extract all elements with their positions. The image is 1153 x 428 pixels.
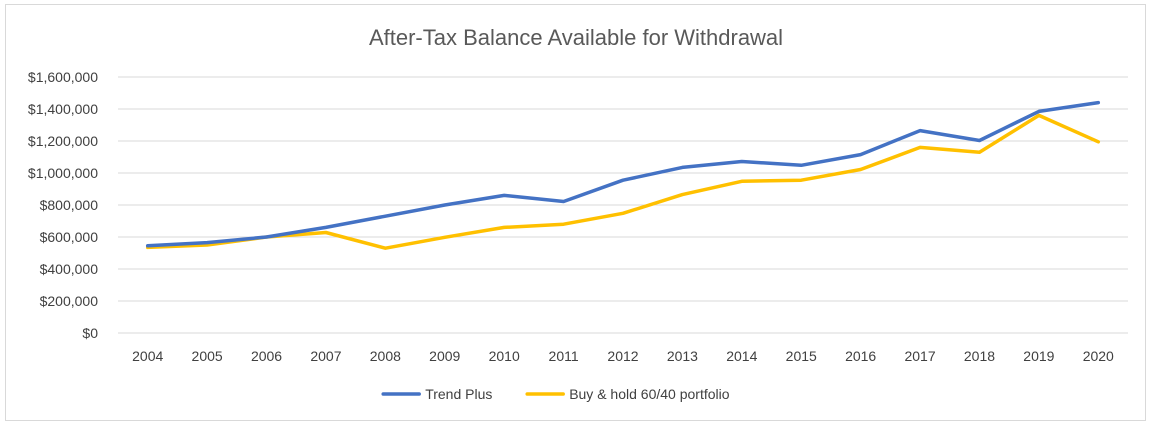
x-tick-label: 2011 — [549, 348, 579, 364]
legend: Trend Plus Buy & hold 60/40 portfolio — [381, 386, 730, 402]
x-tick-label: 2019 — [1023, 348, 1054, 364]
x-tick-label: 2007 — [310, 348, 341, 364]
series-line — [145, 113, 1101, 250]
x-tick-label: 2016 — [845, 348, 876, 364]
x-tick-label: 2004 — [132, 348, 163, 364]
y-tick-label: $1,600,000 — [28, 69, 98, 85]
x-tick-label: 2017 — [904, 348, 935, 364]
x-tick-label: 2014 — [726, 348, 757, 364]
y-axis-tick-labels: $0 $200,000 $400,000 $600,000 $800,000 $1,000… — [28, 69, 98, 341]
y-tick-label: $200,000 — [40, 293, 99, 309]
x-tick-label: 2018 — [964, 348, 995, 364]
x-tick-label: 2009 — [429, 348, 460, 364]
x-tick-label: 2020 — [1083, 348, 1114, 364]
legend-label: Trend Plus — [425, 386, 492, 402]
x-tick-label: 2015 — [786, 348, 817, 364]
chart-frame: After-Tax Balance Available for Withdraw… — [5, 4, 1146, 421]
series-line — [145, 100, 1101, 248]
x-tick-label: 2005 — [192, 348, 223, 364]
x-tick-label: 2008 — [370, 348, 401, 364]
series-lines — [145, 100, 1101, 250]
legend-label: Buy & hold 60/40 portfolio — [569, 386, 730, 402]
line-chart: After-Tax Balance Available for Withdraw… — [28, 25, 1128, 402]
y-tick-label: $800,000 — [40, 197, 99, 213]
y-tick-label: $1,000,000 — [28, 165, 98, 181]
y-tick-label: $400,000 — [40, 261, 99, 277]
x-tick-label: 2006 — [251, 348, 282, 364]
chart-title: After-Tax Balance Available for Withdraw… — [369, 25, 783, 50]
y-tick-label: $600,000 — [40, 229, 99, 245]
x-tick-label: 2010 — [489, 348, 520, 364]
gridlines — [118, 76, 1128, 334]
y-tick-label: $0 — [82, 325, 98, 341]
x-tick-label: 2012 — [607, 348, 638, 364]
x-axis-tick-labels: 2004 2005 2006 2007 2008 2009 2010 2011 2012 2013… — [132, 348, 1114, 364]
y-tick-label: $1,200,000 — [28, 133, 98, 149]
y-tick-label: $1,400,000 — [28, 101, 98, 117]
x-tick-label: 2013 — [667, 348, 698, 364]
